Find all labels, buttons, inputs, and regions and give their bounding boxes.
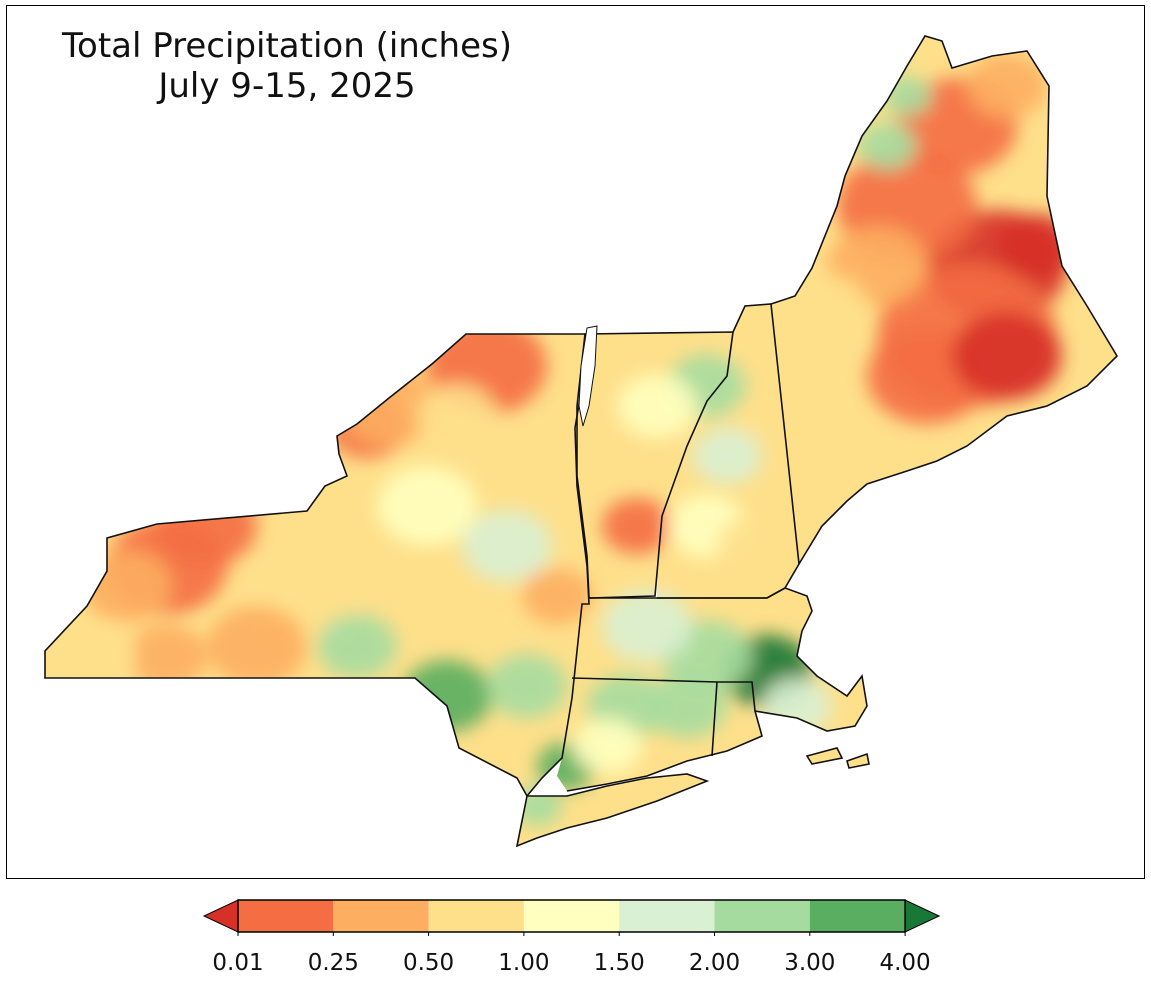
colorbar-tick-label: 0.50 bbox=[402, 950, 455, 976]
precip-region bbox=[787, 274, 867, 338]
precip-region bbox=[762, 678, 832, 734]
precip-region bbox=[57, 624, 137, 688]
precip-region bbox=[82, 550, 172, 622]
precip-region bbox=[647, 674, 727, 738]
precip-region bbox=[967, 54, 1047, 118]
colorbar-tick-label: 2.00 bbox=[688, 950, 741, 976]
colorbar-tick-label: 0.01 bbox=[212, 950, 264, 976]
precip-region bbox=[617, 374, 697, 438]
precip-region bbox=[402, 660, 492, 732]
precip-region bbox=[602, 590, 692, 662]
colorbar-segment bbox=[714, 900, 810, 932]
colorbar-tick-label: 3.00 bbox=[784, 950, 836, 976]
precip-region bbox=[692, 428, 762, 484]
precip-region bbox=[522, 568, 592, 624]
title-line-1: Total Precipitation (inches) bbox=[62, 26, 512, 66]
colorbar-tick-label: 1.00 bbox=[498, 950, 550, 976]
precip-region bbox=[157, 486, 257, 566]
colorbar-over-arrow bbox=[904, 899, 941, 933]
precip-region bbox=[997, 214, 1077, 278]
precip-region bbox=[207, 606, 307, 686]
colorbar-tick-label: 4.00 bbox=[879, 950, 931, 976]
precip-region bbox=[417, 384, 497, 448]
colorbar-tick-label: 0.25 bbox=[307, 950, 359, 976]
colorbar-segment bbox=[809, 900, 906, 932]
precip-region bbox=[462, 510, 552, 582]
precip-region bbox=[487, 654, 567, 718]
colorbar-under-arrow bbox=[202, 899, 239, 933]
state-borders bbox=[44, 35, 1119, 848]
colorbar-outline bbox=[237, 899, 906, 933]
precip-region bbox=[602, 498, 672, 554]
precip-region bbox=[317, 614, 397, 678]
colorbar-segment bbox=[619, 900, 715, 932]
precip-region bbox=[377, 466, 477, 546]
precip-region bbox=[512, 786, 562, 826]
colorbar bbox=[202, 899, 941, 936]
precip-region bbox=[707, 338, 827, 434]
precip-region bbox=[127, 624, 207, 688]
colorbar-segment bbox=[428, 900, 524, 932]
precip-region bbox=[717, 514, 797, 578]
map-title: Total Precipitation (inches) July 9-15, … bbox=[27, 26, 547, 106]
precipitation-map bbox=[44, 35, 1119, 848]
precip-region bbox=[857, 122, 917, 170]
title-line-2: July 9-15, 2025 bbox=[158, 66, 416, 106]
precip-region bbox=[952, 312, 1062, 400]
colorbar-segment bbox=[333, 900, 429, 932]
map-frame: Total Precipitation (inches) July 9-15, … bbox=[6, 5, 1145, 879]
precip-region bbox=[572, 718, 642, 774]
colorbar-segment bbox=[238, 900, 334, 932]
colorbar-tick-label: 1.50 bbox=[593, 950, 645, 976]
colorbar-segment bbox=[523, 900, 620, 932]
lake-champlain bbox=[578, 325, 598, 427]
